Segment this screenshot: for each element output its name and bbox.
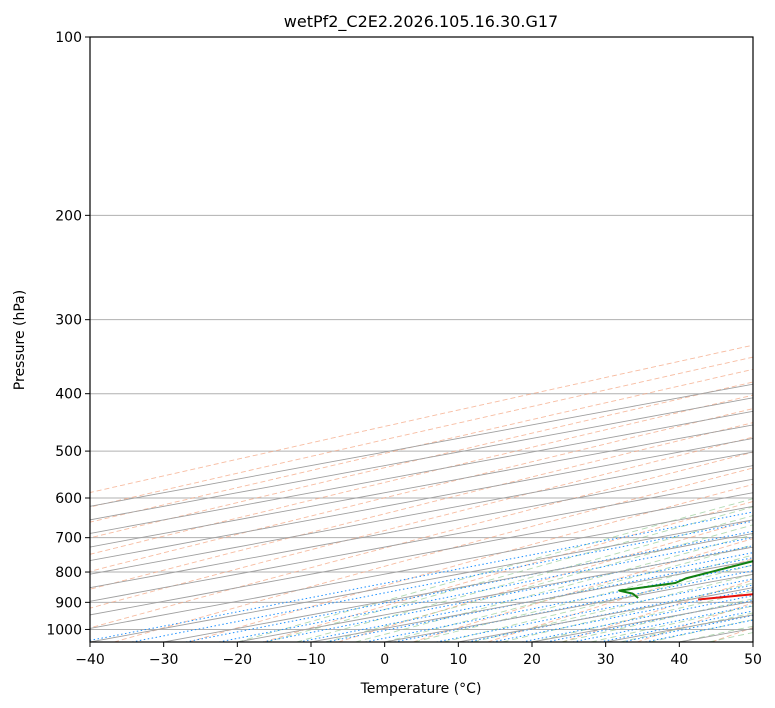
- y-tick-label: 400: [55, 387, 82, 403]
- y-tick-label: 200: [55, 208, 82, 224]
- isotherm-line: [384, 573, 753, 642]
- dry-adiabat-line: [113, 467, 753, 642]
- moist-adiabat-line: [443, 564, 753, 642]
- x-tick-label: 0: [380, 652, 389, 668]
- mixing-ratio-line: [218, 537, 753, 642]
- isotherm-line: [90, 492, 753, 616]
- isotherm-line: [163, 533, 753, 642]
- isotherm-line: [531, 600, 753, 642]
- x-tick-label: −20: [223, 652, 253, 668]
- moist-adiabat-line: [708, 632, 753, 642]
- dry-adiabat-line: [711, 627, 753, 642]
- mixing-ratio-line: [326, 557, 753, 642]
- moist-adiabat-line: [561, 598, 753, 642]
- mixing-ratio-line: [522, 595, 753, 642]
- x-tick-label: −40: [75, 652, 105, 668]
- mixing-ratio-line: [299, 552, 753, 642]
- isotherm-line: [90, 451, 753, 575]
- x-tick-label: 10: [449, 652, 467, 668]
- y-tick-label: 900: [55, 595, 82, 611]
- mixing-ratio-line: [90, 511, 753, 641]
- x-tick-label: 40: [670, 652, 688, 668]
- temperature-line: [698, 593, 753, 601]
- isotherm-line: [90, 465, 753, 589]
- x-tick-label: −10: [296, 652, 326, 668]
- isotherm-line: [90, 424, 753, 548]
- dry-adiabat-line: [90, 422, 753, 590]
- isotherm-lines: [90, 383, 753, 642]
- mixing-ratio-line: [185, 530, 753, 642]
- y-tick-label: 500: [55, 444, 82, 460]
- isotherm-line: [90, 519, 753, 642]
- y-axis-title: Pressure (hPa): [12, 290, 28, 390]
- plot-frame: [89, 36, 754, 643]
- y-tick-label: 300: [55, 313, 82, 329]
- dry-adiabat-line: [188, 483, 753, 642]
- moist-adiabat-line: [531, 590, 753, 642]
- isotherm-line: [90, 505, 753, 629]
- y-axis-ticks: 100 200 300 400 500 600 700 800 900 1000: [46, 30, 90, 638]
- moist-adiabat-line: [649, 619, 753, 642]
- dry-adiabat-line: [412, 538, 753, 642]
- moist-adiabat-line: [355, 534, 753, 642]
- sounding-series: [618, 560, 753, 601]
- dry-adiabat-line: [90, 408, 753, 572]
- moist-adiabat-line: [325, 524, 753, 642]
- mixing-ratio-line: [365, 564, 753, 642]
- y-tick-label: 800: [55, 565, 82, 581]
- x-tick-label: −30: [149, 652, 179, 668]
- x-tick-label: 20: [523, 652, 541, 668]
- chart-title: wetPf2_C2E2.2026.105.16.30.G17: [284, 12, 558, 32]
- dry-adiabat-line: [90, 451, 753, 629]
- y-tick-label: 700: [55, 531, 82, 547]
- x-axis-ticks: −40 −30 −20 −10 0 10 20 30 40 50: [75, 642, 762, 668]
- x-axis-title: Temperature (°C): [360, 681, 482, 697]
- isotherm-line: [752, 641, 753, 642]
- dry-adiabat-line: [90, 394, 753, 555]
- mixing-ratio-line: [436, 578, 753, 642]
- moist-adiabat-line: [384, 544, 753, 642]
- mixing-ratio-line: [599, 610, 753, 642]
- isotherm-line: [90, 478, 753, 602]
- dry-adiabat-line: [263, 501, 753, 642]
- y-tick-label: 100: [55, 30, 82, 46]
- dry-adiabat-line: [562, 579, 753, 642]
- moist-adiabat-line: [296, 515, 753, 642]
- moist-adiabat-line: [266, 506, 753, 642]
- mixing-ratio-line: [492, 589, 753, 642]
- x-tick-label: 50: [744, 652, 762, 668]
- dewpoint-line: [618, 560, 753, 599]
- grid: [90, 37, 753, 630]
- x-tick-label: 30: [597, 652, 615, 668]
- isotherm-line: [90, 437, 753, 562]
- moist-adiabat-line: [413, 554, 753, 642]
- dry-adiabat-line: [338, 519, 753, 642]
- y-tick-label: 600: [55, 491, 82, 507]
- mixing-ratio-line: [394, 570, 753, 642]
- moist-adiabat-line: [502, 582, 753, 642]
- moist-adiabat-line: [620, 612, 753, 642]
- isotherm-line: [605, 614, 753, 642]
- isotherm-line: [310, 560, 753, 642]
- y-tick-label: 1000: [46, 622, 82, 638]
